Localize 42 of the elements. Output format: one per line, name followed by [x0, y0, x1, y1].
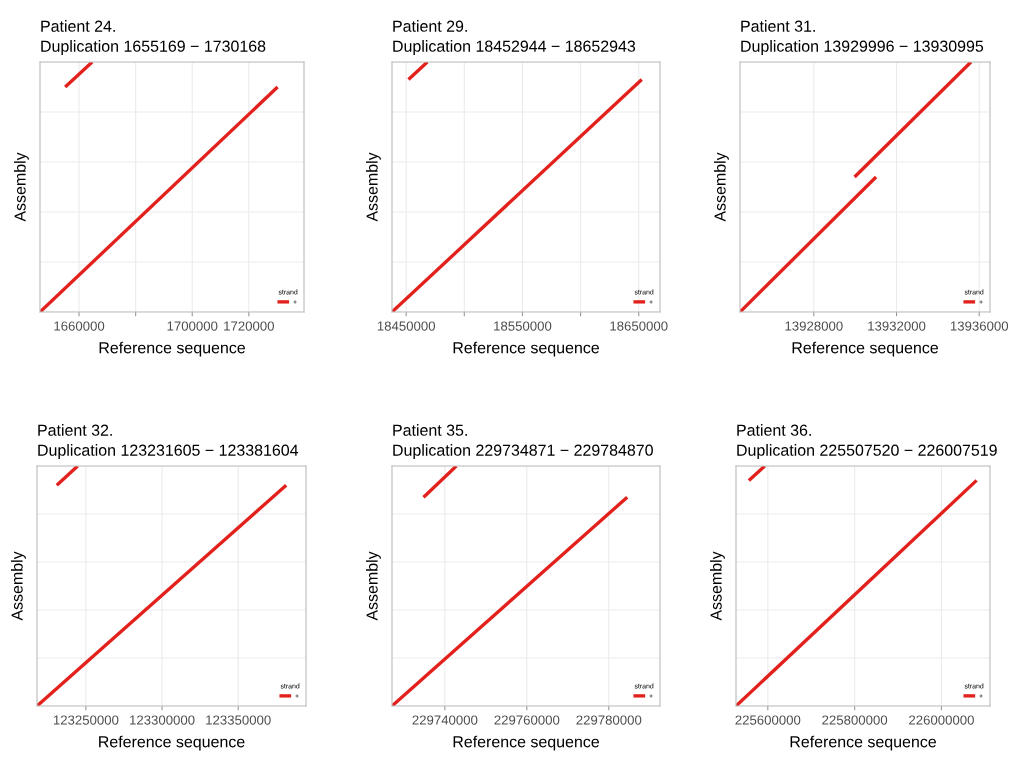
x-tick-label: 226000000	[909, 715, 974, 725]
chart-subtitle: Duplication 229734871 − 229784870	[393, 444, 653, 459]
x-tick-label: 225600000	[735, 715, 801, 725]
x-tick-label: 123350000	[206, 715, 271, 725]
x-tick-label: 18550000	[494, 321, 552, 331]
chart-subtitle: Duplication 18452944 − 18652943	[393, 40, 636, 55]
x-tick-label: 123250000	[53, 715, 119, 725]
chart-title: Patient 36.	[737, 424, 811, 436]
chart-title: Patient 31.	[741, 20, 815, 32]
chart-title: Patient 29.	[393, 20, 467, 32]
y-axis-title: Assembly	[714, 152, 729, 222]
x-axis-title: Reference sequence	[453, 735, 599, 751]
x-tick-label: 1720000	[224, 321, 274, 331]
x-tick-label: 18650000	[610, 321, 668, 331]
x-tick-label: 1660000	[54, 321, 105, 331]
y-axis-title: Assembly	[366, 551, 381, 621]
x-tick-label: 13932000	[868, 321, 926, 331]
chart-title: Patient 24.	[41, 20, 115, 32]
y-axis-title: Assembly	[14, 152, 29, 222]
x-tick-label: 18450000	[377, 321, 436, 331]
x-tick-label: 229760000	[494, 715, 560, 725]
chart-subtitle: Duplication 13929996 − 13930995	[741, 40, 984, 55]
x-tick-label: 1700000	[167, 321, 218, 331]
x-tick-label: 123300000	[130, 715, 195, 725]
y-axis-title: Assembly	[710, 551, 725, 621]
chart-title: Patient 32.	[38, 424, 112, 436]
x-tick-label: 13936000	[950, 321, 1009, 331]
x-tick-label: 229740000	[412, 715, 478, 725]
y-axis-title: Assembly	[366, 152, 381, 222]
y-axis-title: Assembly	[11, 551, 26, 621]
chart-subtitle: Duplication 225507520 − 226007519	[737, 444, 997, 459]
chart-subtitle: Duplication 1655169 − 1730168	[41, 40, 266, 55]
x-axis-title: Reference sequence	[790, 735, 936, 751]
x-tick-label: 225800000	[822, 715, 888, 725]
x-tick-label: 13928000	[785, 321, 843, 331]
chart-title: Patient 35.	[393, 424, 467, 436]
x-axis-title: Reference sequence	[453, 341, 599, 357]
x-axis-title: Reference sequence	[99, 341, 245, 357]
x-axis-title: Reference sequence	[792, 341, 938, 357]
x-axis-title: Reference sequence	[99, 735, 245, 751]
chart-subtitle: Duplication 123231605 − 123381604	[38, 444, 299, 459]
x-tick-label: 229780000	[576, 715, 642, 725]
